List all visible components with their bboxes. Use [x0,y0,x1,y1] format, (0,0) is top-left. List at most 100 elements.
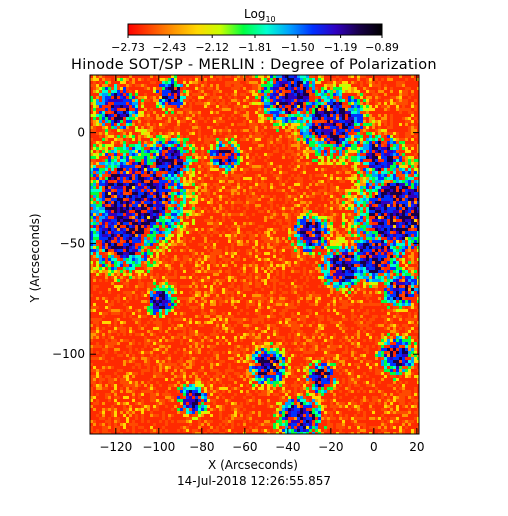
heatmap-cell [213,138,216,141]
heatmap-cell [405,225,408,228]
heatmap-cell [303,162,306,165]
heatmap-cell [324,153,327,156]
heatmap-cell [414,126,417,129]
heatmap-cell [336,144,339,147]
heatmap-cell [129,189,132,192]
heatmap-cell [336,255,339,258]
heatmap-cell [231,93,234,96]
heatmap-cell [270,189,273,192]
heatmap-cell [318,189,321,192]
heatmap-cell [327,93,330,96]
heatmap-cell [183,93,186,96]
heatmap-cell [309,114,312,117]
heatmap-cell [144,273,147,276]
heatmap-cell [159,84,162,87]
heatmap-cell [192,252,195,255]
heatmap-cell [264,252,267,255]
heatmap-cell [120,153,123,156]
heatmap-cell [306,111,309,114]
heatmap-cell [231,276,234,279]
heatmap-cell [375,189,378,192]
heatmap-cell [150,96,153,99]
heatmap-cell [117,213,120,216]
heatmap-cell [240,93,243,96]
heatmap-cell [144,114,147,117]
heatmap-cell [279,84,282,87]
heatmap-cell [414,105,417,108]
heatmap-cell [153,162,156,165]
heatmap-cell [375,96,378,99]
heatmap-cell [129,123,132,126]
heatmap-cell [336,90,339,93]
heatmap-cell [234,225,237,228]
heatmap-cell [177,171,180,174]
heatmap-cell [147,144,150,147]
heatmap-cell [231,171,234,174]
heatmap-cell [126,261,129,264]
heatmap-cell [390,249,393,252]
heatmap-cell [210,159,213,162]
heatmap-cell [357,234,360,237]
heatmap-cell [213,78,216,81]
heatmap-cell [225,150,228,153]
heatmap-cell [237,201,240,204]
heatmap-cell [264,177,267,180]
heatmap-cell [378,150,381,153]
heatmap-cell [357,255,360,258]
heatmap-cell [144,123,147,126]
heatmap-cell [327,249,330,252]
heatmap-cell [147,267,150,270]
heatmap-cell [303,120,306,123]
heatmap-cell [99,168,102,171]
heatmap-cell [378,123,381,126]
heatmap-cell [339,240,342,243]
heatmap-cell [132,147,135,150]
heatmap-cell [276,177,279,180]
heatmap-cell [207,249,210,252]
heatmap-cell [258,111,261,114]
heatmap-cell [336,246,339,249]
heatmap-cell [153,153,156,156]
heatmap-cell [342,150,345,153]
heatmap-cell [387,186,390,189]
heatmap-cell [303,135,306,138]
heatmap-cell [306,144,309,147]
heatmap-cell [111,174,114,177]
heatmap-cell [375,93,378,96]
heatmap-cell [249,147,252,150]
heatmap-cell [105,153,108,156]
heatmap-cell [267,102,270,105]
heatmap-cell [300,78,303,81]
heatmap-cell [336,138,339,141]
heatmap-cell [360,240,363,243]
heatmap-cell [279,249,282,252]
heatmap-cell [93,276,96,279]
heatmap-cell [285,246,288,249]
heatmap-cell [339,234,342,237]
heatmap-cell [252,222,255,225]
heatmap-cell [393,159,396,162]
heatmap-cell [348,99,351,102]
heatmap-cell [153,261,156,264]
heatmap-cell [258,90,261,93]
heatmap-cell [108,237,111,240]
heatmap-cell [234,138,237,141]
heatmap-cell [138,189,141,192]
heatmap-cell [237,162,240,165]
heatmap-cell [336,102,339,105]
heatmap-cell [258,225,261,228]
heatmap-cell [210,84,213,87]
heatmap-cell [210,177,213,180]
heatmap-cell [348,198,351,201]
heatmap-cell [138,192,141,195]
heatmap-cell [369,222,372,225]
heatmap-cell [231,234,234,237]
heatmap-cell [165,123,168,126]
heatmap-cell [336,189,339,192]
heatmap-cell [399,144,402,147]
heatmap-cell [378,237,381,240]
heatmap-cell [408,150,411,153]
heatmap-cell [114,186,117,189]
heatmap-cell [288,138,291,141]
heatmap-cell [363,276,366,279]
